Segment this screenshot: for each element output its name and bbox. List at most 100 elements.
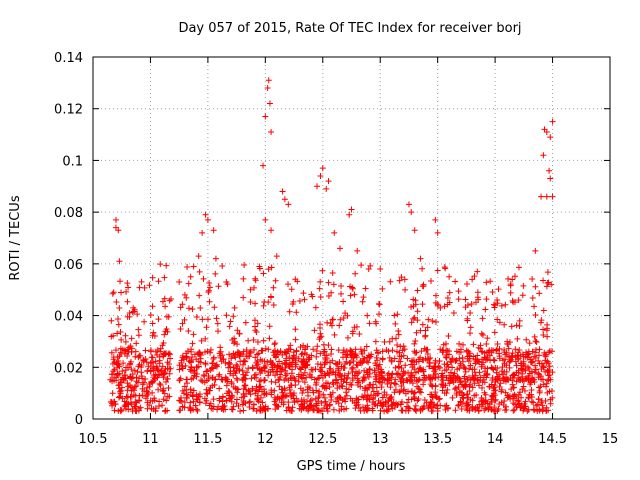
data-point — [128, 387, 135, 394]
data-point — [344, 374, 351, 381]
data-point — [239, 361, 246, 368]
data-point — [199, 378, 206, 385]
data-point — [385, 403, 392, 410]
data-point — [134, 311, 141, 318]
data-point — [330, 281, 337, 288]
y-tick-label: 0.14 — [54, 51, 83, 66]
data-point — [141, 388, 148, 395]
data-point — [537, 383, 544, 390]
data-point — [184, 348, 191, 355]
data-point — [184, 380, 191, 387]
data-point — [268, 227, 275, 234]
data-point — [386, 375, 393, 382]
data-point — [526, 354, 533, 361]
data-point — [459, 381, 466, 388]
data-point — [292, 276, 299, 283]
data-point — [533, 346, 540, 353]
data-point — [532, 312, 539, 319]
data-point — [474, 352, 481, 359]
data-point — [109, 290, 116, 297]
data-point — [394, 342, 401, 349]
data-point — [517, 389, 524, 396]
data-point — [379, 355, 386, 362]
data-point — [162, 350, 169, 357]
data-point — [513, 404, 520, 411]
data-point — [424, 357, 431, 364]
data-point — [476, 401, 483, 408]
data-point — [247, 286, 254, 293]
data-point — [253, 328, 260, 335]
data-point — [241, 375, 248, 382]
data-point — [517, 376, 524, 383]
data-point — [500, 375, 507, 382]
data-point — [404, 399, 411, 406]
data-point — [161, 274, 168, 281]
data-point — [246, 388, 253, 395]
data-point — [141, 284, 148, 291]
data-point — [343, 354, 350, 361]
data-point — [423, 346, 430, 353]
data-point — [251, 372, 258, 379]
data-point — [141, 318, 148, 325]
data-point — [328, 351, 335, 358]
data-point — [276, 395, 283, 402]
data-point — [290, 374, 297, 381]
data-point — [324, 319, 331, 326]
data-point — [424, 324, 431, 331]
data-point — [464, 348, 471, 355]
data-point — [402, 362, 409, 369]
data-point — [467, 324, 474, 331]
data-point — [305, 356, 312, 363]
data-point — [505, 377, 512, 384]
data-point — [414, 317, 421, 324]
data-point — [241, 261, 248, 268]
data-point — [445, 377, 452, 384]
data-point — [414, 383, 421, 390]
data-point — [377, 400, 384, 407]
data-point — [146, 380, 153, 387]
data-point — [401, 276, 408, 283]
data-point — [247, 391, 254, 398]
data-point — [544, 269, 551, 276]
data-point — [534, 401, 541, 408]
data-point — [283, 407, 290, 414]
data-point — [162, 303, 169, 310]
data-point — [419, 301, 426, 308]
data-point — [205, 289, 212, 296]
data-point — [475, 377, 482, 384]
data-point — [271, 362, 278, 369]
data-point — [138, 373, 145, 380]
data-point — [122, 405, 129, 412]
data-point — [388, 396, 395, 403]
data-point — [190, 367, 197, 374]
data-point — [452, 385, 459, 392]
data-point — [301, 379, 308, 386]
data-point — [161, 408, 168, 415]
data-point — [353, 354, 360, 361]
data-point — [115, 227, 122, 234]
data-point — [124, 387, 131, 394]
data-point — [251, 284, 258, 291]
data-point — [284, 281, 291, 288]
data-point — [503, 349, 510, 356]
data-point — [387, 384, 394, 391]
data-point — [166, 297, 173, 304]
data-point — [183, 391, 190, 398]
data-point — [494, 316, 501, 323]
y-tick-label: 0.04 — [54, 310, 83, 325]
data-point — [155, 316, 162, 323]
data-point — [379, 285, 386, 292]
data-point — [461, 364, 468, 371]
data-point — [415, 358, 422, 365]
data-point — [317, 350, 324, 357]
data-point — [329, 316, 336, 323]
data-point — [504, 376, 511, 383]
data-point — [265, 346, 272, 353]
data-point — [299, 350, 306, 357]
data-point — [455, 384, 462, 391]
data-point — [108, 371, 115, 378]
data-point — [253, 407, 260, 414]
data-point — [127, 382, 134, 389]
data-point — [437, 346, 444, 353]
